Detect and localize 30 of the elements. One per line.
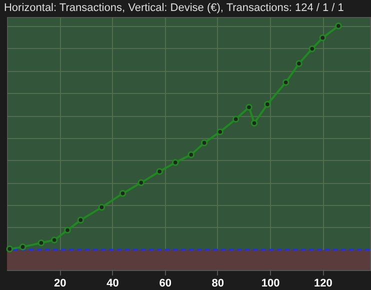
point xyxy=(77,216,84,224)
x-tick-label: 20 xyxy=(54,278,66,290)
point xyxy=(319,34,326,42)
point xyxy=(64,226,71,234)
point xyxy=(172,159,179,166)
point xyxy=(335,22,342,30)
point xyxy=(282,78,290,86)
point xyxy=(188,151,195,158)
point xyxy=(138,179,145,186)
point xyxy=(200,139,208,146)
point xyxy=(296,60,302,67)
x-tick-label: 100 xyxy=(261,278,280,290)
point xyxy=(6,246,14,252)
point xyxy=(119,190,126,197)
point xyxy=(19,244,26,250)
chart-title: Horizontal: Transactions, Vertical: Devise (€), Transactions: 124 / 1 / 1 xyxy=(4,2,344,14)
point xyxy=(156,168,163,175)
point xyxy=(246,104,252,111)
x-tick-label: 40 xyxy=(106,278,119,290)
point xyxy=(98,204,106,211)
point xyxy=(38,240,45,246)
point xyxy=(50,236,58,244)
x-tick-label: 120 xyxy=(314,278,332,290)
point xyxy=(216,128,224,136)
point xyxy=(250,120,258,127)
x-tick-label: 60 xyxy=(159,278,172,290)
x-tick-label: 80 xyxy=(212,278,224,290)
point xyxy=(232,116,240,122)
point xyxy=(308,45,316,52)
point xyxy=(264,100,271,108)
